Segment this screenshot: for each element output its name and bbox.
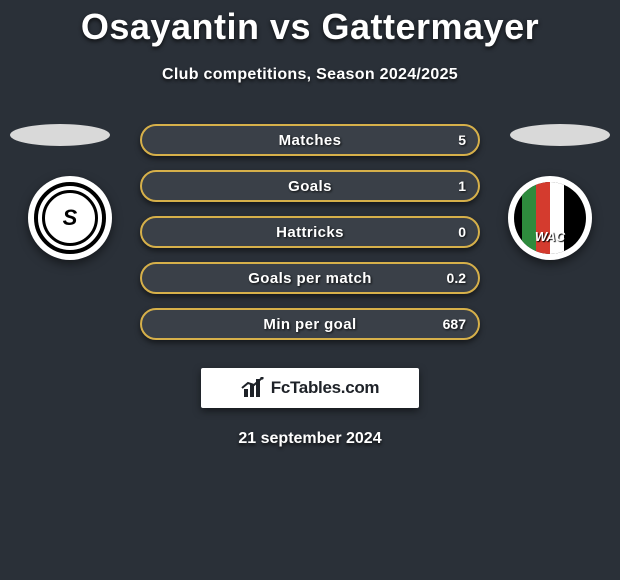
- stat-value-right: 687: [443, 316, 466, 332]
- crest-letter: S: [63, 205, 78, 231]
- stat-goals: Goals 1: [140, 170, 480, 202]
- crest-text: WAC: [514, 229, 586, 244]
- stat-value-right: 1: [458, 178, 466, 194]
- player-photo-left: [10, 124, 110, 146]
- club-badge-right: WAC: [508, 176, 592, 260]
- page-title: Osayantin vs Gattermayer: [0, 0, 620, 48]
- stat-label: Matches: [279, 132, 342, 149]
- sturm-graz-crest: S: [34, 182, 106, 254]
- stat-goals-per-match: Goals per match 0.2: [140, 262, 480, 294]
- stat-value-right: 0: [458, 224, 466, 240]
- stat-matches: Matches 5: [140, 124, 480, 156]
- stat-value-right: 5: [458, 132, 466, 148]
- brand-text: FcTables.com: [271, 378, 380, 398]
- page-subtitle: Club competitions, Season 2024/2025: [0, 66, 620, 84]
- stat-label: Hattricks: [276, 224, 344, 241]
- stats-list: Matches 5 Goals 1 Hattricks 0 Goals per …: [140, 124, 480, 340]
- wac-crest: WAC: [514, 182, 586, 254]
- stat-value-right: 0.2: [447, 270, 466, 286]
- club-badge-left: S: [28, 176, 112, 260]
- date-text: 21 september 2024: [0, 430, 620, 448]
- stat-hattricks: Hattricks 0: [140, 216, 480, 248]
- stat-label: Goals: [288, 178, 332, 195]
- brand-badge[interactable]: FcTables.com: [201, 368, 419, 408]
- comparison-arena: S WAC Matches 5 Goals 1 Hattricks 0 Goal: [0, 124, 620, 340]
- chart-icon: [241, 377, 265, 399]
- stat-label: Min per goal: [263, 316, 356, 333]
- player-photo-right: [510, 124, 610, 146]
- stat-min-per-goal: Min per goal 687: [140, 308, 480, 340]
- stat-label: Goals per match: [248, 270, 372, 287]
